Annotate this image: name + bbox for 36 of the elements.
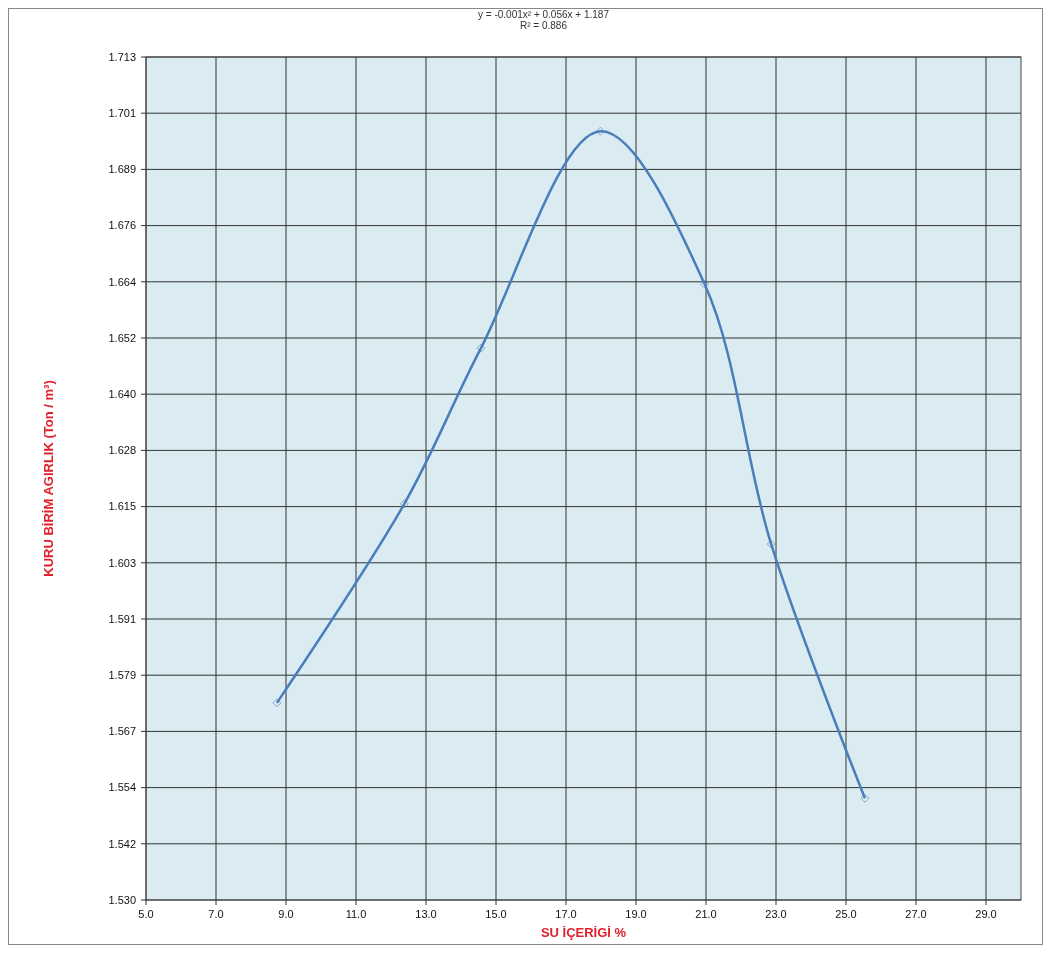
- x-tick-label: 23.0: [765, 908, 787, 920]
- x-tick-label: 7.0: [208, 908, 224, 920]
- y-tick-label: 1.689: [108, 163, 136, 176]
- x-tick-label: 5.0: [138, 908, 154, 920]
- y-tick-label: 1.567: [108, 725, 136, 738]
- text: R² = 0.886: [520, 20, 568, 31]
- x-tick-label: 11.0: [345, 908, 367, 920]
- y-tick-label: 1.579: [108, 669, 136, 682]
- point: [399, 499, 409, 509]
- y-tick-label: 1.615: [108, 500, 136, 513]
- x-tick-label: 27.0: [905, 908, 927, 920]
- x-tick-label: 9.0: [278, 908, 294, 920]
- y-tick-label: 1.640: [108, 388, 136, 401]
- y-tick-label: 1.676: [108, 219, 136, 232]
- y-tick-label: 1.603: [108, 556, 136, 569]
- x-tick-label: 25.0: [835, 908, 857, 920]
- y-tick-label: 1.701: [108, 107, 136, 120]
- y-tick-label: 1.652: [108, 331, 136, 344]
- y-tick-label: 1.664: [108, 275, 136, 288]
- point: [476, 343, 486, 353]
- x-tick-label: 29.0: [975, 908, 997, 920]
- y-tick-label: 1.542: [108, 837, 136, 850]
- x-tick-label: 13.0: [415, 908, 437, 920]
- point: [700, 279, 710, 289]
- y-tick-label: 1.530: [108, 893, 136, 906]
- x-axis-title: SU İÇERİGİ %: [540, 925, 627, 940]
- y-tick-label: 1.628: [108, 444, 136, 457]
- x-tick-label: 19.0: [625, 908, 647, 920]
- x-tick-label: 17.0: [555, 908, 577, 920]
- x-tick-label: 21.0: [695, 908, 717, 920]
- y-tick-label: 1.554: [108, 781, 136, 794]
- y-tick-label: 1.713: [108, 50, 136, 63]
- y-axis-title: KURU BİRİM AGIRLIK (Ton / m³): [41, 380, 56, 577]
- x-tick-label: 15.0: [485, 908, 507, 920]
- text: y = -0.001x² + 0.056x + 1.187: [478, 9, 610, 20]
- y-tick-label: 1.591: [108, 612, 136, 625]
